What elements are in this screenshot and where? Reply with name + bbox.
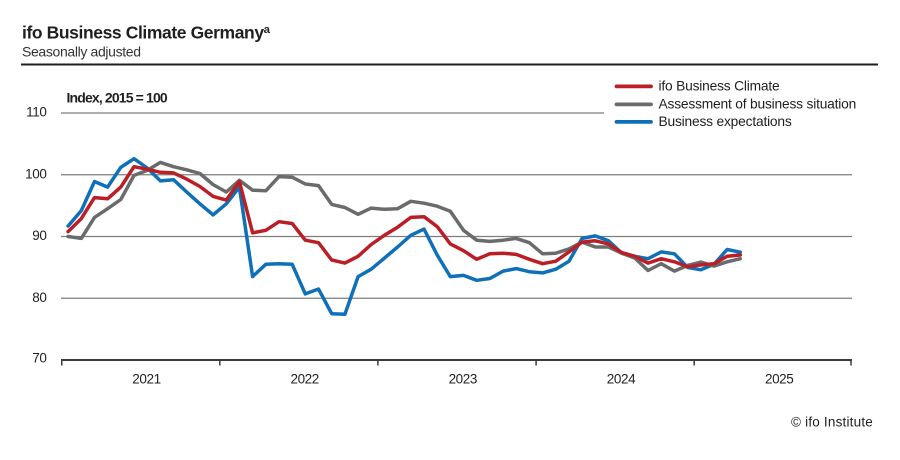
svg-text:Index, 2015 = 100: Index, 2015 = 100 [67,90,168,106]
svg-text:80: 80 [32,290,46,305]
svg-text:110: 110 [26,105,46,120]
svg-text:© ifo Institute: © ifo Institute [791,415,873,430]
svg-text:ifo Business Climate Germanya: ifo Business Climate Germanya [22,22,271,42]
svg-text:2022: 2022 [290,371,318,386]
svg-text:2021: 2021 [132,371,160,386]
svg-text:2025: 2025 [765,371,793,386]
svg-text:2023: 2023 [449,371,477,386]
svg-text:90: 90 [32,228,46,243]
svg-text:ifo Business Climate: ifo Business Climate [659,78,781,93]
svg-text:100: 100 [25,166,46,181]
svg-text:Seasonally adjusted: Seasonally adjusted [22,43,141,59]
svg-text:2024: 2024 [607,371,636,386]
svg-text:Business expectations: Business expectations [659,114,792,129]
svg-text:Assessment of business situati: Assessment of business situation [659,96,857,111]
svg-text:70: 70 [32,351,46,366]
